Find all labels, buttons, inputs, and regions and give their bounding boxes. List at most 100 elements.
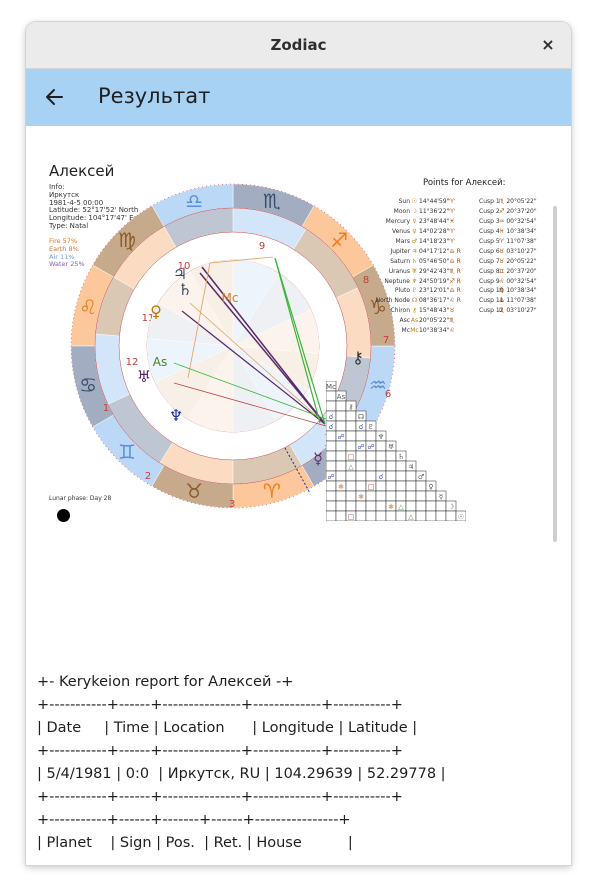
aspect-cell xyxy=(415,510,427,521)
point-sign: ♈ xyxy=(449,237,455,245)
cusp-row: Cusp 9♌ 00°32'54" xyxy=(479,277,537,287)
info-line: 1981-4-5 00:00 xyxy=(49,198,104,207)
info-line: Info: xyxy=(49,183,65,191)
aspect-cell xyxy=(405,470,417,482)
aspect-glyph: ✱ xyxy=(338,483,344,491)
aspect-grid-planet-glyph: ☽ xyxy=(448,503,454,511)
aspect-cell xyxy=(345,430,357,442)
element-fire: Fire 57% xyxy=(49,237,78,245)
point-row: Chiron ⚷ 15°48'43"♉ xyxy=(370,306,461,316)
cusp-position: 11°07'38" xyxy=(506,237,537,245)
aspect-cell xyxy=(415,480,427,492)
aspect-cell xyxy=(355,430,367,442)
aspect-grid-planet-glyph: ♂ xyxy=(418,473,424,481)
aspect-cell xyxy=(455,510,466,521)
aspect-cell xyxy=(345,470,357,482)
point-row: North Node ☊ 08°36'17"♌ R xyxy=(370,296,461,306)
midheaven-label: Mc xyxy=(222,291,239,305)
house-number: 2 xyxy=(145,471,151,482)
aspect-cell xyxy=(326,440,337,452)
point-sign: ♉ xyxy=(449,307,455,315)
aspect-cell xyxy=(326,450,337,462)
cusp-position: 20°05'22" xyxy=(506,257,537,265)
point-glyph: ♇ xyxy=(411,287,418,295)
aspect-grid-planet-glyph: ♆ xyxy=(378,433,384,441)
zodiac-sign-glyph: ♐ xyxy=(330,228,348,252)
point-glyph: ♀ xyxy=(412,227,417,235)
cusp-position: 03°10'27" xyxy=(506,307,537,315)
zodiac-sign-glyph: ♏ xyxy=(263,189,281,213)
point-name: Uranus xyxy=(388,267,410,275)
cusp-name: Cusp 12 xyxy=(479,307,504,315)
aspect-cell xyxy=(365,430,377,442)
report-line: +-----------+------+---------------+----… xyxy=(37,789,403,805)
aspect-cell xyxy=(405,480,417,492)
points-title: Points for Алексей: xyxy=(423,178,506,188)
aspect-cell xyxy=(415,490,427,502)
aspect-cell xyxy=(375,490,387,502)
cusp-position: 11°07'38" xyxy=(506,297,537,305)
cusp-sign: ♍ xyxy=(499,287,505,295)
cusp-row: Cusp 11♎ 11°07'38" xyxy=(479,296,537,306)
point-row: Jupiter ♃ 04°17'12"♎ R xyxy=(370,247,460,257)
house-number: 7 xyxy=(383,335,389,346)
point-position: 14°18'23" xyxy=(419,237,450,245)
moon-phase-icon xyxy=(57,509,70,522)
sign-house-ring xyxy=(94,207,372,485)
aspect-cell xyxy=(425,510,437,521)
report-line: | 5/4/1981 | 0:0 | Иркутск, RU | 104.296… xyxy=(37,766,446,782)
planet-glyph: ☿ xyxy=(313,449,323,468)
cusp-sign: ♎ xyxy=(499,297,505,305)
house-number: 10 xyxy=(178,261,191,272)
app-bar: Результат xyxy=(26,69,571,126)
aspect-cell xyxy=(326,490,337,502)
aspect-cell xyxy=(326,500,337,512)
aspect-cell xyxy=(415,500,427,512)
point-glyph: ♂ xyxy=(411,237,418,245)
aspect-grid-planet-glyph: ♀ xyxy=(428,483,433,491)
point-sign: ♌ R xyxy=(449,297,461,305)
planet-glyph: ♅ xyxy=(137,367,151,386)
aspect-glyph: ☍ xyxy=(337,433,344,441)
aspect-line xyxy=(274,257,326,425)
chart-scrollbar[interactable] xyxy=(553,206,557,542)
point-row: Mars ♂ 14°18'23"♈ xyxy=(370,237,461,247)
point-sign: ♌ xyxy=(449,327,455,335)
aspect-cell xyxy=(405,500,417,512)
report-line: +-----------+------+---------------+----… xyxy=(37,743,403,759)
back-button[interactable] xyxy=(42,84,68,110)
aspect-cell xyxy=(345,440,357,452)
point-name: Neptune xyxy=(384,277,410,285)
aspect-cell xyxy=(375,510,387,521)
cusp-row: Cusp 12♏ 03°10'27" xyxy=(479,306,537,316)
cusp-name: Cusp 11 xyxy=(479,297,504,305)
aspect-cell xyxy=(375,460,387,472)
element-earth: Earth 8% xyxy=(49,244,79,253)
cusp-sign: ♏ xyxy=(499,198,505,205)
aspect-glyph: ☍ xyxy=(327,473,334,481)
zodiac-sign-glyph: ♎ xyxy=(185,189,203,213)
aspect-cell xyxy=(365,460,377,472)
point-name: Venus xyxy=(391,227,410,235)
point-position: 23°12'01" xyxy=(419,287,450,295)
point-row: Saturn ♄ 05°46'50"♎ R xyxy=(370,257,461,267)
close-icon[interactable]: × xyxy=(541,35,555,54)
aspect-grid-planet-glyph: ♃ xyxy=(408,463,414,471)
aspect-line xyxy=(274,257,321,424)
aspect-cell xyxy=(355,480,367,492)
point-position: 14°02'28" xyxy=(419,227,450,235)
aspect-glyph: ☌ xyxy=(329,423,334,431)
aspect-cell xyxy=(385,450,397,462)
aspect-cell xyxy=(435,500,447,512)
window-title: Zodiac xyxy=(270,36,327,54)
element-air: Air 11% xyxy=(49,252,75,261)
aspect-glyph: ☍ xyxy=(367,443,374,451)
cusp-position: 20°05'22" xyxy=(506,198,537,205)
house-number: 8 xyxy=(363,275,369,286)
point-position: 10°38'34" xyxy=(419,327,450,335)
point-row: Mercury ☿ 23°48'44"♓ xyxy=(370,217,461,227)
aspect-cell xyxy=(335,470,347,482)
cusp-row: Cusp 5♈ 11°07'38" xyxy=(479,237,537,247)
point-sign: ♎ R xyxy=(449,257,461,265)
aspect-cell xyxy=(326,480,337,492)
